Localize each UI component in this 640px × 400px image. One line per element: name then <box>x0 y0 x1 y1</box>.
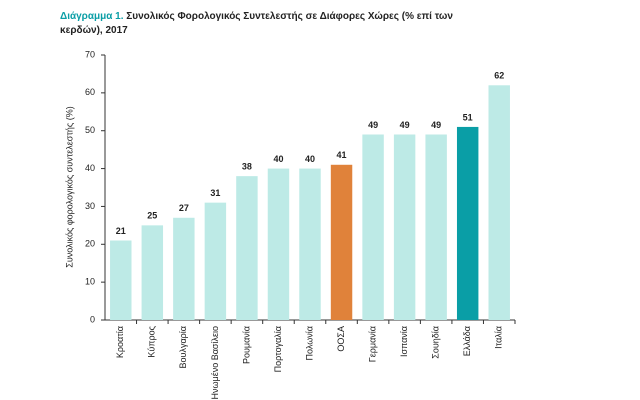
bar <box>425 134 447 320</box>
x-tick-label: Ρουμανία <box>241 326 251 364</box>
bar <box>141 225 164 320</box>
x-tick-label: Γερμανία <box>367 326 377 362</box>
y-tick-label: 60 <box>85 87 95 97</box>
title-line: κερδών), 2017 <box>60 25 128 36</box>
y-axis-label: Συνολικός φορολογικός συντελεστής (%) <box>64 106 74 267</box>
y-tick-label: 0 <box>90 314 95 324</box>
x-tick-label: ΟΟΣΑ <box>336 326 346 352</box>
x-tick-label: Πορτογαλία <box>273 326 283 372</box>
y-tick-label: 70 <box>85 49 95 59</box>
x-tick-label: Πολωνία <box>304 326 314 360</box>
value-label: 49 <box>400 120 410 130</box>
title-label: Διάγραμμα 1. <box>60 11 124 22</box>
x-tick-label: Κύπρος <box>147 325 157 357</box>
x-tick-label: Κροατία <box>115 326 125 358</box>
value-label: 38 <box>242 162 252 172</box>
value-label: 40 <box>305 154 315 164</box>
value-label: 49 <box>431 120 441 130</box>
x-tick-label: Ιταλία <box>494 326 504 349</box>
y-tick-label: 50 <box>85 125 95 135</box>
value-label: 51 <box>463 112 473 122</box>
x-tick-label: Ελλάδα <box>462 326 472 356</box>
y-tick-label: 40 <box>85 163 95 173</box>
y-tick-label: 20 <box>85 239 95 249</box>
y-tick-label: 30 <box>85 201 95 211</box>
value-label: 62 <box>494 71 504 81</box>
bar <box>267 168 290 320</box>
value-label: 41 <box>337 150 347 160</box>
y-tick-label: 10 <box>85 277 95 287</box>
bar <box>110 240 132 320</box>
bar <box>173 217 195 320</box>
value-label: 49 <box>368 120 378 130</box>
x-tick-label: Βουλγαρία <box>178 326 188 368</box>
value-label: 21 <box>116 226 126 236</box>
bar <box>456 126 479 320</box>
value-label: 40 <box>273 154 283 164</box>
value-label: 25 <box>147 211 157 221</box>
x-tick-label: Ηνωμένο Βασίλειο <box>210 326 220 400</box>
value-label: 27 <box>179 203 189 213</box>
bar <box>330 164 353 320</box>
value-label: 31 <box>210 188 220 198</box>
title-line: Συνολικός Φορολογικός Συντελεστής σε Διά… <box>126 11 453 22</box>
bar <box>362 134 384 320</box>
bar <box>204 202 227 320</box>
chart-title: Διάγραμμα 1. Συνολικός Φορολογικός Συντε… <box>60 11 456 36</box>
bar <box>236 176 258 320</box>
x-tick-label: Σουηδία <box>431 326 441 359</box>
bar <box>393 134 416 320</box>
bar <box>488 85 510 321</box>
bar <box>299 168 321 320</box>
x-tick-label: Ισπανία <box>399 326 409 357</box>
